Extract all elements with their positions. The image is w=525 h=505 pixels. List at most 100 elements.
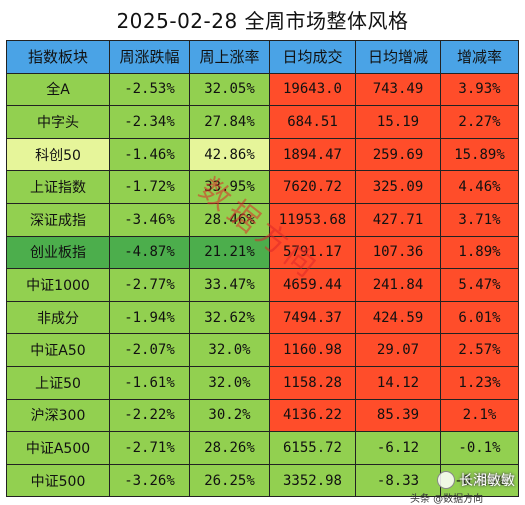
index-name-cell: 上证50 [6,365,110,400]
table-row: 中证1000 -2.77% 33.47% 4659.44 241.84 5.47% [6,268,519,302]
diff-rate-cell: 3.93% [440,72,519,107]
daily-volume-cell: 3352.98 [269,463,356,498]
table-row: 全A -2.53% 32.05% 19643.0 743.49 3.93% [6,72,519,107]
daily-diff-cell: 424.59 [355,300,441,335]
diff-rate-cell: 4.46% [440,170,519,204]
diff-rate-cell: -0.25% [440,463,519,498]
table-row: 中证A500 -2.71% 28.26% 6155.72 -6.12 -0.1% [6,431,519,465]
header-weekly-rise-rate: 周上涨率 [189,40,270,74]
diff-rate-cell: 1.23% [440,365,519,400]
weekly-rise-rate-cell: 32.62% [189,300,270,335]
daily-volume-cell: 7494.37 [269,300,356,335]
weekly-rise-rate-cell: 32.0% [189,365,270,400]
diff-rate-cell: 2.57% [440,333,519,367]
daily-diff-cell: -8.33 [355,463,441,498]
daily-volume-cell: 4136.22 [269,398,356,433]
index-name-cell: 科创50 [6,137,110,172]
weekly-rise-rate-cell: 28.26% [189,431,270,465]
diff-rate-cell: 3.71% [440,202,519,237]
diff-rate-cell: 2.1% [440,398,519,433]
header-daily-volume: 日均成交 [269,40,356,74]
diff-rate-cell: 6.01% [440,300,519,335]
daily-diff-cell: 14.12 [355,365,441,400]
index-name-cell: 中证500 [6,463,110,498]
daily-diff-cell: 259.69 [355,137,441,172]
credit-text: 长湘敏敏 [459,473,515,489]
daily-diff-cell: 107.36 [355,235,441,270]
weekly-rise-rate-cell: 28.46% [189,202,270,237]
daily-diff-cell: 241.84 [355,268,441,302]
weekly-change-cell: -2.53% [109,72,190,107]
header-daily-diff: 日均增减 [355,40,441,74]
daily-volume-cell: 19643.0 [269,72,356,107]
weekly-rise-rate-cell: 33.47% [189,268,270,302]
index-name-cell: 非成分 [6,300,110,335]
table-row: 中字头 -2.34% 27.84% 684.51 15.19 2.27% [6,105,519,139]
weekly-change-cell: -3.46% [109,202,190,237]
weekly-change-cell: -1.94% [109,300,190,335]
weekly-change-cell: -1.72% [109,170,190,204]
table-row: 沪深300 -2.22% 30.2% 4136.22 85.39 2.1% [6,398,519,433]
table-row: 上证50 -1.61% 32.0% 1158.28 14.12 1.23% [6,365,519,400]
index-name-cell: 深证成指 [6,202,110,237]
daily-volume-cell: 6155.72 [269,431,356,465]
daily-volume-cell: 7620.72 [269,170,356,204]
table-row: 中证500 -3.26% 26.25% 3352.98 -8.33 -0.25% [6,463,519,498]
diff-rate-cell: 1.89% [440,235,519,270]
daily-diff-cell: 427.71 [355,202,441,237]
diff-rate-cell: 5.47% [440,268,519,302]
table-row: 创业板指 -4.87% 21.21% 5791.17 107.36 1.89% [6,235,519,270]
diff-rate-cell: -0.1% [440,431,519,465]
weekly-rise-rate-cell: 27.84% [189,105,270,139]
table-row: 科创50 -1.46% 42.86% 1894.47 259.69 15.89% [6,137,519,172]
weekly-rise-rate-cell: 33.95% [189,170,270,204]
table-row: 深证成指 -3.46% 28.46% 11953.68 427.71 3.71% [6,202,519,237]
daily-volume-cell: 11953.68 [269,202,356,237]
index-name-cell: 中证1000 [6,268,110,302]
header-diff-rate: 增减率 [440,40,519,74]
table-header-row: 指数板块 周涨跌幅 周上涨率 日均成交 日均增减 增减率 [6,40,519,74]
daily-diff-cell: 85.39 [355,398,441,433]
weekly-change-cell: -1.61% [109,365,190,400]
daily-volume-cell: 4659.44 [269,268,356,302]
diff-rate-cell: 15.89% [440,137,519,172]
weekly-change-cell: -1.46% [109,137,190,172]
weekly-change-cell: -2.07% [109,333,190,367]
weekly-change-cell: -2.77% [109,268,190,302]
daily-diff-cell: 15.19 [355,105,441,139]
page-title: 2025-02-28 全周市场整体风格 [116,8,409,33]
daily-diff-cell: 29.07 [355,333,441,367]
weekly-rise-rate-cell: 30.2% [189,398,270,433]
daily-volume-cell: 5791.17 [269,235,356,270]
index-name-cell: 中字头 [6,105,110,139]
credit-badge: 长湘敏敏 [437,470,515,490]
daily-diff-cell: -6.12 [355,431,441,465]
weekly-rise-rate-cell: 21.21% [189,235,270,270]
daily-volume-cell: 1894.47 [269,137,356,172]
market-style-table: 指数板块 周涨跌幅 周上涨率 日均成交 日均增减 增减率 全A -2.53% 32.… [6,40,519,498]
index-name-cell: 全A [6,72,110,107]
index-name-cell: 创业板指 [6,235,110,270]
header-index: 指数板块 [6,40,110,74]
weekly-rise-rate-cell: 32.05% [189,72,270,107]
weekly-change-cell: -3.26% [109,463,190,498]
table-row: 中证A50 -2.07% 32.0% 1160.98 29.07 2.57% [6,333,519,367]
weekly-change-cell: -2.22% [109,398,190,433]
daily-volume-cell: 684.51 [269,105,356,139]
author-avatar-icon [437,471,455,489]
index-name-cell: 中证A50 [6,333,110,367]
daily-diff-cell: 743.49 [355,72,441,107]
diff-rate-cell: 2.27% [440,105,519,139]
daily-diff-cell: 325.09 [355,170,441,204]
weekly-change-cell: -2.34% [109,105,190,139]
daily-volume-cell: 1160.98 [269,333,356,367]
weekly-change-cell: -4.87% [109,235,190,270]
weekly-rise-rate-cell: 32.0% [189,333,270,367]
index-name-cell: 沪深300 [6,398,110,433]
table-row: 上证指数 -1.72% 33.95% 7620.72 325.09 4.46% [6,170,519,204]
weekly-rise-rate-cell: 26.25% [189,463,270,498]
header-weekly-change: 周涨跌幅 [109,40,190,74]
weekly-change-cell: -2.71% [109,431,190,465]
footer-caption: 头条 @数据方向 [410,494,484,505]
index-name-cell: 上证指数 [6,170,110,204]
